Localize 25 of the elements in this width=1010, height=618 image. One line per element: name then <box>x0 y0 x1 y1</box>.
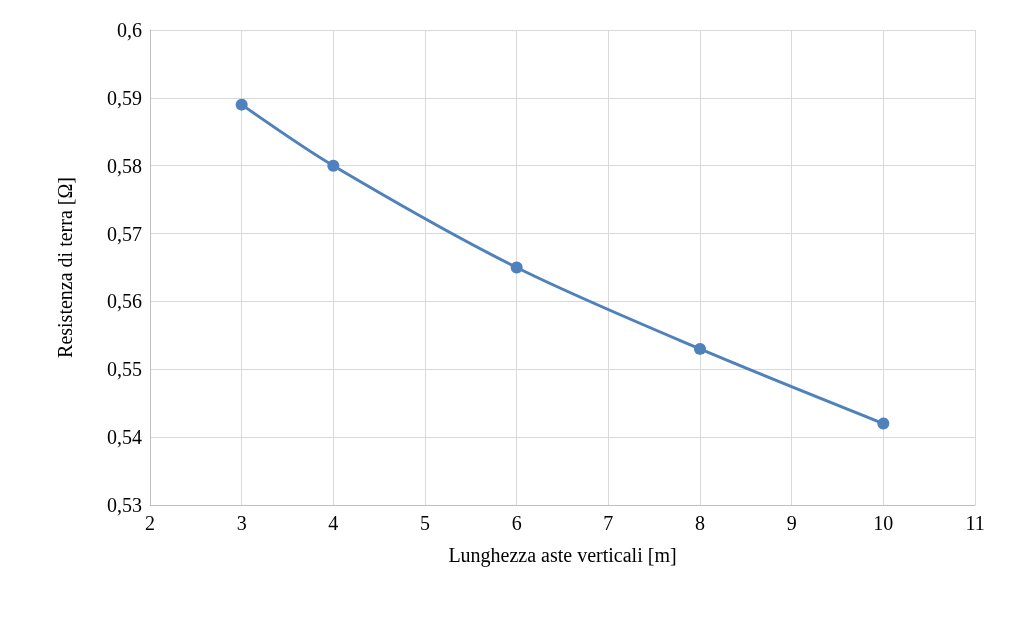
x-tick-label: 2 <box>145 512 155 534</box>
x-tick-label: 6 <box>511 512 522 534</box>
point <box>327 159 340 172</box>
y-tick-label: 0,54 <box>107 426 142 449</box>
x-tick-label: 10 <box>873 512 894 534</box>
point <box>694 342 706 355</box>
y-tick-label: 0,53 <box>107 494 142 516</box>
point <box>235 98 248 111</box>
x-tick-label: 4 <box>328 512 339 534</box>
x-axis-title: Lunghezza aste verticali [m] <box>448 544 677 567</box>
x-tick-label: 5 <box>420 512 430 534</box>
y-axis-title: Resistenza di terra [Ω] <box>54 177 76 358</box>
x-tick-label: 8 <box>695 512 705 534</box>
y-tick-label: 0,55 <box>107 358 142 381</box>
y-tick-label: 0,6 <box>117 19 142 41</box>
x-tick-label: 3 <box>236 512 247 534</box>
point <box>510 261 523 274</box>
x-tick-label: 9 <box>786 512 797 534</box>
y-tick-label: 0,58 <box>107 154 142 177</box>
y-tick-label: 0,57 <box>107 222 142 245</box>
y-tick-label: 0,56 <box>107 290 142 313</box>
point <box>877 417 890 430</box>
y-tick-label: 0,59 <box>107 86 142 109</box>
x-tick-label: 11 <box>965 512 985 534</box>
x-tick-label: 7 <box>603 512 614 534</box>
